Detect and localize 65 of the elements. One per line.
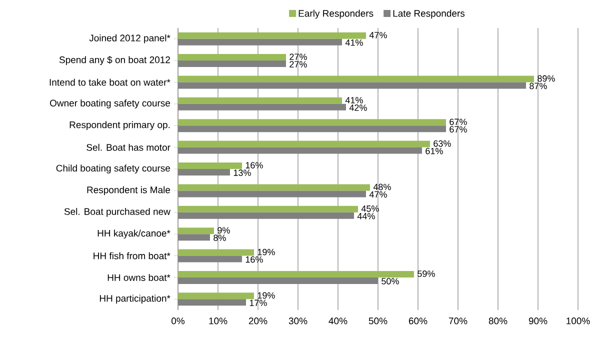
data-label: 67%: [450, 126, 467, 133]
data-label: 9%: [218, 227, 230, 234]
y-tick-label: Intend to take boat on water*: [50, 78, 170, 86]
data-label: 16%: [246, 162, 263, 168]
bar: [178, 292, 254, 300]
y-tick-label: Child boating safety course: [56, 164, 170, 174]
data-label: 16%: [246, 256, 263, 263]
bar: [178, 140, 430, 148]
bar: [178, 54, 286, 61]
bar: [178, 97, 342, 104]
data-label: 87%: [530, 82, 547, 90]
data-label: 27%: [290, 54, 307, 60]
bar: [178, 228, 214, 234]
data-label: 19%: [258, 292, 275, 299]
y-tick-label: HH owns boat*: [108, 274, 170, 281]
bar: [178, 270, 414, 278]
y-tick-label: Sel. Boat purchased new: [64, 208, 170, 217]
legend-label: Early Responders: [298, 10, 374, 19]
data-label: 42%: [349, 104, 367, 111]
x-tick-label: 50%: [368, 318, 388, 324]
y-tick-label: HH kayak/canoe*: [98, 230, 170, 239]
data-label: 47%: [369, 191, 387, 198]
data-label: 41%: [345, 39, 363, 46]
data-label: 63%: [434, 140, 451, 147]
data-label: 67%: [450, 118, 467, 126]
data-label: 13%: [234, 170, 251, 176]
x-tick-label: 40%: [328, 318, 348, 324]
data-label: 50%: [382, 278, 399, 284]
x-tick-label: 60%: [408, 318, 428, 324]
bar: [178, 32, 366, 39]
x-tick-label: 100%: [566, 318, 590, 324]
y-tick-label: Owner boating safety course: [50, 99, 170, 108]
y-tick-label: Sel. Boat has motor: [86, 144, 170, 151]
data-label: 44%: [357, 212, 375, 220]
data-label: 48%: [373, 184, 391, 190]
x-tick-label: 20%: [248, 318, 268, 324]
y-tick-label: Joined 2012 panel*: [89, 34, 170, 44]
data-label: 8%: [214, 234, 226, 242]
y-tick-label: Spend any $ on boat 2012: [59, 56, 170, 66]
data-label: 47%: [369, 32, 387, 38]
bar: [178, 76, 534, 82]
x-tick-label: 80%: [488, 318, 508, 324]
data-label: 89%: [538, 75, 555, 82]
data-label: 61%: [426, 148, 443, 154]
x-tick-label: 70%: [448, 318, 468, 324]
bar: [178, 162, 242, 169]
bar: [178, 249, 254, 256]
x-tick-label: 10%: [209, 318, 228, 324]
legend-label: Late Responders: [393, 10, 465, 19]
data-label: 27%: [290, 61, 307, 68]
x-tick-label: 30%: [288, 318, 308, 324]
data-label: 45%: [361, 205, 379, 212]
y-tick-label: Respondent is Male: [87, 186, 170, 196]
bar: [178, 184, 370, 191]
bar: [178, 206, 358, 212]
data-label: 59%: [418, 270, 435, 277]
data-label: 17%: [250, 300, 267, 306]
data-label: 41%: [345, 97, 363, 104]
x-tick-label: 90%: [528, 318, 548, 324]
data-label: 19%: [258, 248, 275, 256]
bar: [178, 119, 446, 126]
y-tick-label: HH participation*: [100, 294, 170, 304]
x-tick-label: 0%: [172, 318, 185, 324]
y-tick-label: HH fish from boat*: [94, 252, 170, 260]
y-tick-label: Respondent primary op.: [70, 121, 170, 130]
